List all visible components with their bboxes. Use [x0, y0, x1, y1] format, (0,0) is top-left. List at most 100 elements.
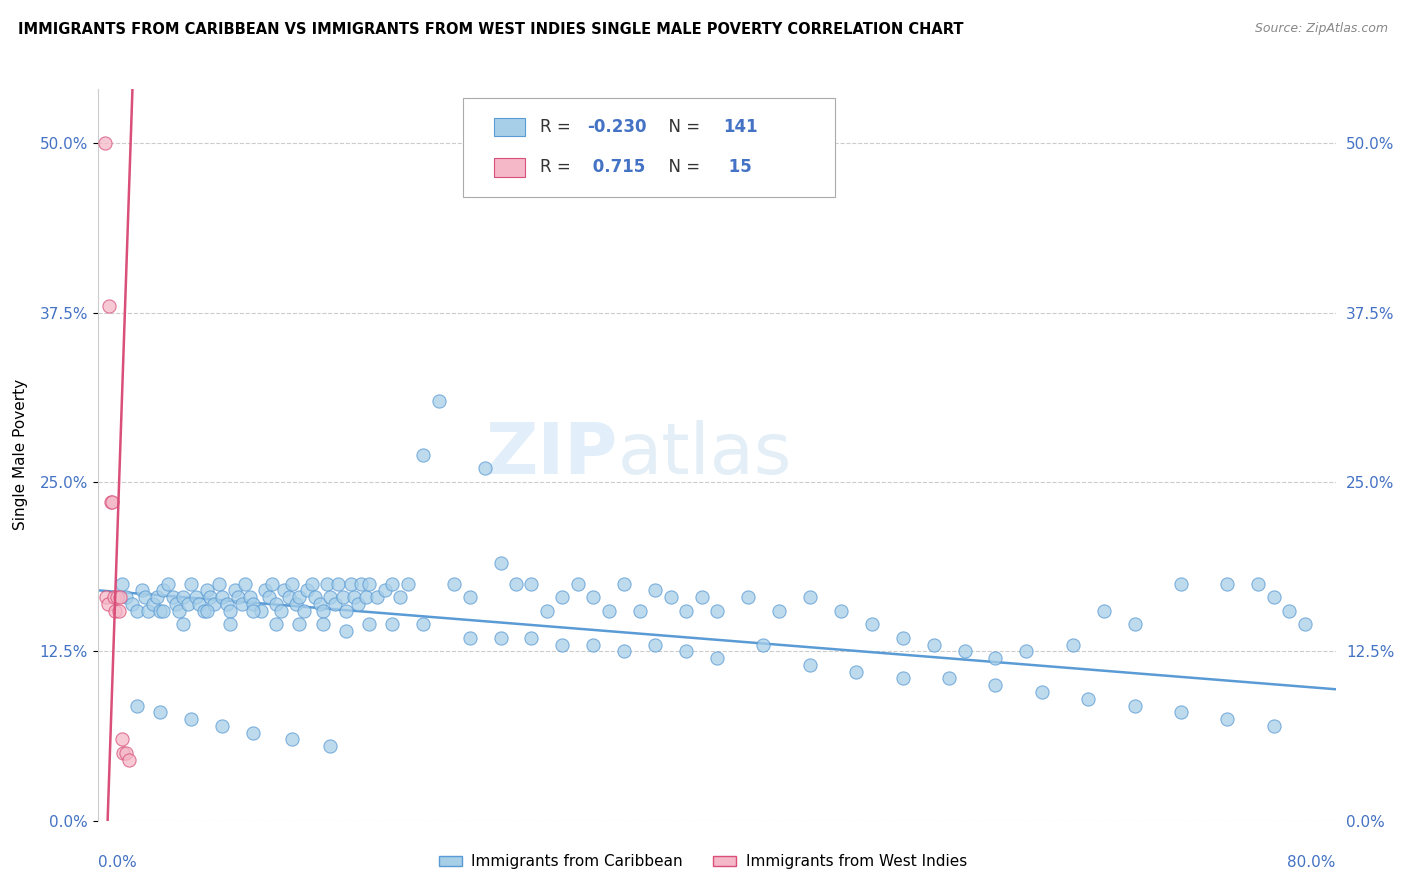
Point: [254, 583, 277, 598]
Text: N =: N =: [658, 119, 704, 136]
Point: [152, 583, 174, 598]
Point: [357, 617, 380, 632]
Point: [768, 604, 790, 618]
Point: [1092, 604, 1115, 618]
Text: R =: R =: [540, 159, 576, 177]
Point: [1015, 644, 1038, 658]
Point: [458, 631, 481, 645]
Point: [127, 698, 149, 713]
Point: [536, 604, 558, 618]
Point: [112, 746, 135, 760]
Point: [984, 651, 1007, 665]
Point: [752, 638, 775, 652]
Point: [242, 597, 264, 611]
Y-axis label: Single Male Poverty: Single Male Poverty: [14, 379, 28, 531]
Point: [1077, 691, 1099, 706]
Point: [211, 719, 233, 733]
Point: [233, 576, 257, 591]
Point: [219, 617, 242, 632]
Point: [101, 495, 124, 509]
Point: [297, 583, 319, 598]
Point: [319, 739, 342, 753]
Point: [107, 604, 129, 618]
Point: [231, 597, 253, 611]
Point: [458, 590, 481, 604]
Point: [690, 590, 713, 604]
Point: [172, 590, 194, 604]
Point: [288, 617, 311, 632]
Point: [195, 583, 218, 598]
Point: [136, 604, 159, 618]
Point: [551, 638, 574, 652]
Point: [1216, 712, 1239, 726]
Point: [520, 576, 543, 591]
Point: [1123, 698, 1146, 713]
Point: [316, 576, 339, 591]
Point: [193, 604, 215, 618]
Point: [149, 604, 172, 618]
Point: [98, 299, 121, 313]
Point: [366, 590, 388, 604]
Point: [323, 597, 346, 611]
FancyBboxPatch shape: [464, 98, 835, 197]
Point: [198, 590, 221, 604]
Point: [215, 597, 238, 611]
Point: [260, 576, 283, 591]
Point: [443, 576, 465, 591]
Point: [799, 590, 821, 604]
Point: [675, 644, 697, 658]
Point: [131, 583, 153, 598]
Point: [860, 617, 883, 632]
Point: [1031, 685, 1053, 699]
Point: [1216, 576, 1239, 591]
Point: [288, 590, 311, 604]
Point: [1170, 576, 1192, 591]
Point: [326, 576, 350, 591]
Point: [172, 617, 194, 632]
Point: [195, 604, 218, 618]
Point: [157, 576, 180, 591]
Point: [613, 644, 636, 658]
Point: [304, 590, 326, 604]
Text: Source: ZipAtlas.com: Source: ZipAtlas.com: [1254, 22, 1388, 36]
Text: 141: 141: [723, 119, 758, 136]
Point: [582, 590, 605, 604]
Point: [292, 604, 315, 618]
Point: [1062, 638, 1084, 652]
Point: [165, 597, 187, 611]
Text: N =: N =: [658, 159, 704, 177]
Point: [644, 583, 666, 598]
Point: [891, 672, 914, 686]
Point: [1294, 617, 1316, 632]
Point: [281, 576, 304, 591]
Point: [489, 631, 512, 645]
Point: [100, 495, 122, 509]
Point: [474, 461, 496, 475]
Point: [891, 631, 914, 645]
Point: [922, 638, 945, 652]
Point: [332, 590, 354, 604]
Point: [551, 590, 574, 604]
Point: [799, 657, 821, 672]
Text: IMMIGRANTS FROM CARIBBEAN VS IMMIGRANTS FROM WEST INDIES SINGLE MALE POVERTY COR: IMMIGRANTS FROM CARIBBEAN VS IMMIGRANTS …: [18, 22, 963, 37]
Point: [339, 576, 361, 591]
Point: [1278, 604, 1301, 618]
Point: [242, 604, 264, 618]
Point: [1123, 617, 1146, 632]
Point: [347, 597, 370, 611]
Point: [1263, 590, 1285, 604]
Text: 80.0%: 80.0%: [1288, 855, 1336, 870]
Point: [335, 624, 357, 638]
Point: [146, 590, 169, 604]
Point: [277, 590, 299, 604]
Point: [374, 583, 396, 598]
Point: [1263, 719, 1285, 733]
Point: [149, 706, 172, 720]
Point: [335, 604, 357, 618]
Point: [134, 590, 156, 604]
Text: -0.230: -0.230: [588, 119, 647, 136]
Point: [644, 638, 666, 652]
Point: [489, 556, 512, 570]
Point: [582, 638, 605, 652]
Point: [706, 651, 728, 665]
